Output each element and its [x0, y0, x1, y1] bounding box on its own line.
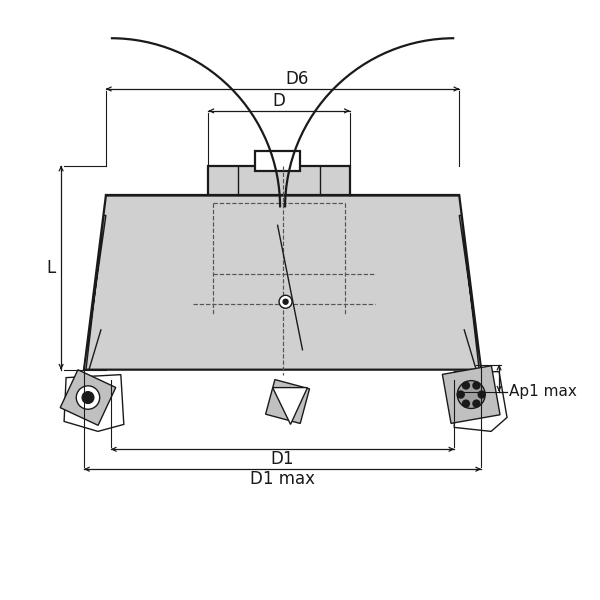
Circle shape — [457, 380, 485, 409]
Polygon shape — [266, 380, 310, 424]
Circle shape — [462, 400, 470, 408]
Text: D1: D1 — [271, 450, 295, 468]
Polygon shape — [255, 151, 300, 170]
Text: Ap1 max: Ap1 max — [509, 384, 577, 399]
Circle shape — [279, 295, 292, 308]
Text: D1 max: D1 max — [250, 470, 315, 488]
Circle shape — [76, 386, 100, 409]
Polygon shape — [272, 388, 307, 424]
Polygon shape — [84, 215, 106, 370]
Circle shape — [472, 400, 481, 408]
Circle shape — [283, 299, 288, 304]
Polygon shape — [84, 196, 481, 370]
Text: L: L — [47, 259, 56, 277]
Circle shape — [478, 391, 486, 399]
Polygon shape — [60, 370, 116, 425]
Text: D6: D6 — [286, 70, 309, 88]
Circle shape — [462, 382, 470, 389]
Polygon shape — [459, 215, 481, 370]
Circle shape — [472, 382, 481, 389]
Circle shape — [82, 392, 94, 403]
Circle shape — [457, 391, 465, 399]
Polygon shape — [208, 166, 350, 196]
Polygon shape — [442, 366, 500, 424]
Text: D: D — [272, 92, 286, 110]
